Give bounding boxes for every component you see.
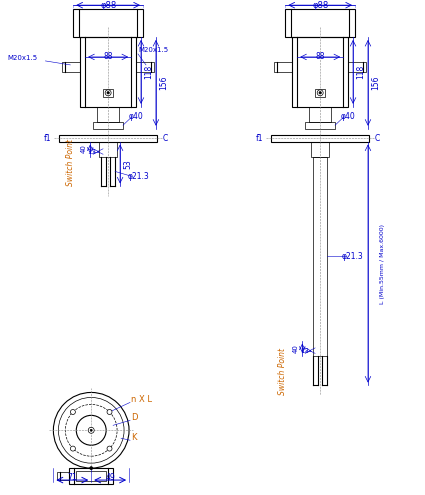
Text: f1: f1 <box>44 134 51 143</box>
Circle shape <box>107 409 112 414</box>
Bar <box>57 472 69 480</box>
Bar <box>315 89 325 97</box>
Bar <box>348 62 366 72</box>
Circle shape <box>90 467 93 470</box>
Text: 156: 156 <box>159 76 168 90</box>
Circle shape <box>319 92 321 94</box>
Text: 53: 53 <box>124 159 133 169</box>
Text: M20x1.5: M20x1.5 <box>138 47 168 53</box>
Text: 49: 49 <box>105 473 115 482</box>
Bar <box>275 62 292 72</box>
Bar <box>60 135 157 142</box>
Bar <box>73 9 143 37</box>
Bar <box>292 37 348 107</box>
Text: 40: 40 <box>292 344 298 352</box>
Circle shape <box>107 446 112 451</box>
Text: 13: 13 <box>88 148 97 154</box>
Bar <box>80 37 136 107</box>
Bar <box>313 156 327 355</box>
Text: Switch Point: Switch Point <box>66 140 75 187</box>
Bar <box>99 142 117 156</box>
Text: D: D <box>131 413 138 422</box>
Text: 40: 40 <box>80 145 86 153</box>
Circle shape <box>76 415 106 445</box>
Text: 118: 118 <box>357 65 366 79</box>
Text: C: C <box>162 134 167 143</box>
Bar <box>305 122 335 129</box>
Circle shape <box>54 393 129 468</box>
Text: C: C <box>374 134 380 143</box>
Text: φ40: φ40 <box>341 112 355 121</box>
Text: 156: 156 <box>371 76 380 90</box>
Text: M20x1.5: M20x1.5 <box>7 55 37 61</box>
Text: 88: 88 <box>103 52 113 61</box>
Text: 118: 118 <box>144 65 153 79</box>
Text: Switch Point: Switch Point <box>278 348 287 396</box>
Bar <box>103 89 113 97</box>
Bar <box>69 468 113 484</box>
Bar <box>62 62 80 72</box>
Circle shape <box>58 397 124 463</box>
Circle shape <box>65 404 117 456</box>
Text: K: K <box>131 433 136 442</box>
Text: f1: f1 <box>256 134 263 143</box>
Text: n X L: n X L <box>131 396 152 404</box>
Bar <box>76 471 106 481</box>
Circle shape <box>71 409 75 414</box>
Bar <box>136 62 154 72</box>
Text: φ21.3: φ21.3 <box>127 172 149 181</box>
Text: φ88: φ88 <box>100 0 116 10</box>
Bar <box>309 107 331 122</box>
Bar <box>272 135 369 142</box>
Text: φ21.3: φ21.3 <box>341 251 363 260</box>
Text: L (Min.55mm / Max.6000): L (Min.55mm / Max.6000) <box>380 224 385 303</box>
Circle shape <box>90 429 92 431</box>
Text: 71: 71 <box>68 473 77 482</box>
Circle shape <box>88 427 94 433</box>
Text: φ88: φ88 <box>312 0 329 10</box>
Circle shape <box>71 446 75 451</box>
Text: φ40: φ40 <box>129 112 143 121</box>
Circle shape <box>317 90 323 96</box>
Bar <box>93 122 123 129</box>
Circle shape <box>105 90 111 96</box>
Bar <box>97 107 119 122</box>
Circle shape <box>107 92 109 94</box>
Text: 13: 13 <box>300 347 309 353</box>
Bar <box>285 9 355 37</box>
Text: 88: 88 <box>315 52 325 61</box>
Bar <box>311 142 329 156</box>
